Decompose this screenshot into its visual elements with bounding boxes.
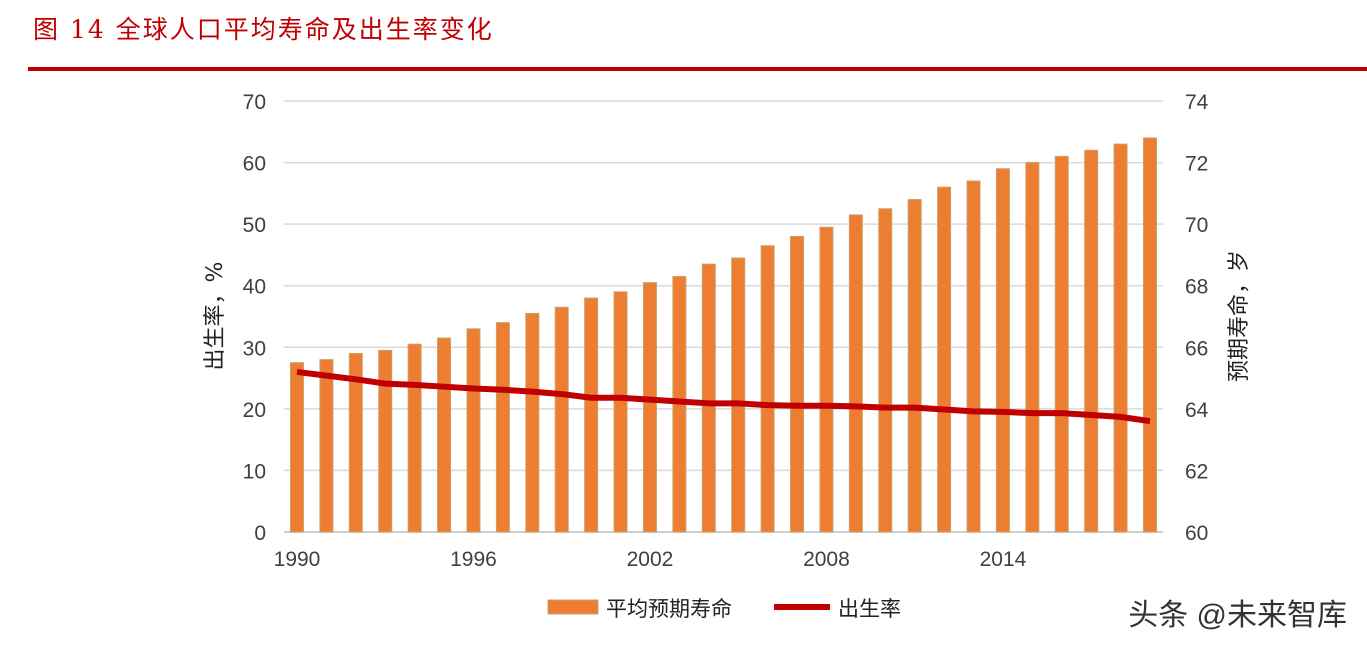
bar-2009 <box>848 214 863 533</box>
y-right-tick-label: 68 <box>1185 276 1208 299</box>
y-left-tick-label: 40 <box>243 276 266 299</box>
bar-2010 <box>878 208 893 533</box>
bar-2000 <box>584 297 599 533</box>
bar-2017 <box>1084 149 1099 533</box>
bar-2013 <box>966 180 981 533</box>
bar-2012 <box>937 186 952 533</box>
watermark: 头条 @未来智库 <box>1128 599 1347 632</box>
y-right-axis-label: 预期寿命，岁 <box>1227 250 1252 382</box>
bar-2007 <box>790 235 805 533</box>
y-left-axis-label: 出生率，% <box>203 262 228 371</box>
y-left-tick-label: 30 <box>243 337 266 360</box>
y-right-tick-label: 60 <box>1185 522 1208 545</box>
bar-2002 <box>642 282 657 533</box>
bar-2016 <box>1054 155 1069 533</box>
bar-1993 <box>378 349 393 533</box>
bar-1996 <box>466 328 481 533</box>
x-tick-label: 2014 <box>980 548 1027 571</box>
y-left-tick-label: 0 <box>254 522 266 545</box>
bar-2019 <box>1143 137 1157 533</box>
y-right-tick-label: 70 <box>1185 214 1208 237</box>
y-right-tick-label: 72 <box>1185 153 1208 176</box>
bar-2014 <box>995 168 1010 533</box>
legend-label-line: 出生率 <box>838 597 901 621</box>
bar-1990 <box>290 362 304 533</box>
legend-label-bar: 平均预期寿命 <box>606 597 732 621</box>
x-tick-label: 2002 <box>627 548 674 571</box>
bar-2018 <box>1113 143 1128 533</box>
bar-1999 <box>554 306 569 533</box>
figure-title: 图 14 全球人口平均寿命及出生率变化 <box>33 15 494 44</box>
y-right-tick-label: 66 <box>1185 337 1208 360</box>
y-left-tick-label: 70 <box>243 91 266 114</box>
y-left-tick-label: 50 <box>243 214 266 237</box>
y-left-tick-label: 20 <box>243 399 266 422</box>
bar-1995 <box>437 337 452 533</box>
y-right-tick-label: 74 <box>1185 91 1209 114</box>
bar-2008 <box>819 226 834 533</box>
x-tick-label: 2008 <box>803 548 850 571</box>
x-tick-label: 1996 <box>450 548 497 571</box>
bar-1997 <box>495 322 510 533</box>
x-tick-label: 1990 <box>274 548 321 571</box>
bar-1994 <box>407 343 422 533</box>
bar-1992 <box>348 352 363 533</box>
bar-1998 <box>525 312 540 533</box>
y-right-tick-label: 64 <box>1185 399 1209 422</box>
y-left-tick-label: 60 <box>243 153 266 176</box>
bar-2011 <box>907 199 922 533</box>
line-series-birth-rate <box>296 368 1151 425</box>
bar-2005 <box>731 257 746 533</box>
legend-swatch-bar <box>547 599 599 615</box>
bar-1991 <box>319 359 334 533</box>
bar-2004 <box>701 263 716 533</box>
bar-2001 <box>613 291 628 533</box>
title-divider <box>28 67 1367 71</box>
y-left-tick-label: 10 <box>243 460 266 483</box>
y-right-tick-label: 62 <box>1185 460 1208 483</box>
bar-2015 <box>1025 162 1040 533</box>
bar-2006 <box>760 245 775 533</box>
